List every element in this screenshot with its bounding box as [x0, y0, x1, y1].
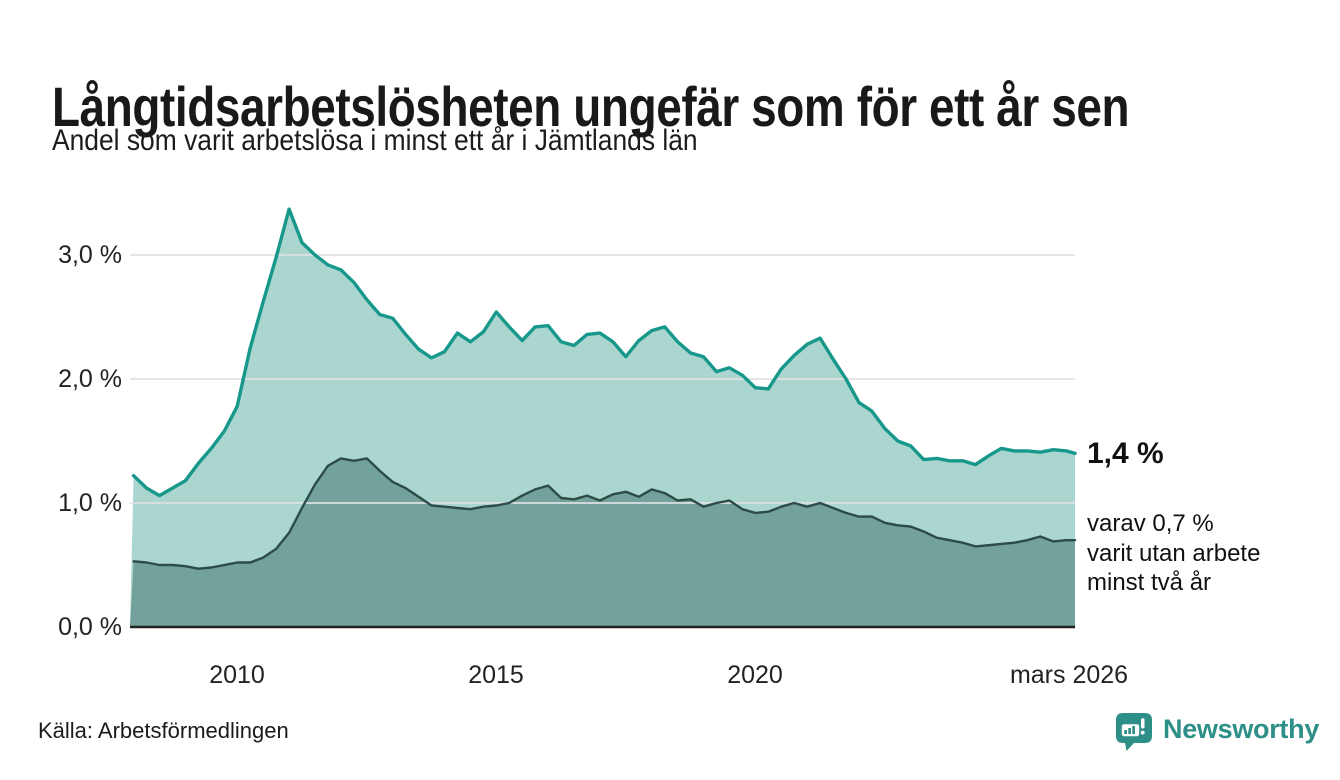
- x-tick-label: 2020: [727, 661, 783, 689]
- detail-line: minst två år: [1087, 569, 1212, 596]
- line-two-year: [132, 457, 1077, 570]
- x-tick-label: 2010: [209, 661, 265, 689]
- y-tick-label: 3,0 %: [58, 241, 122, 269]
- x-tick-label: 2015: [468, 661, 524, 689]
- area-two-year: [130, 458, 1075, 627]
- source-credit: Källa: Arbetsförmedlingen: [38, 718, 289, 743]
- detail-line: varit utan arbete: [1087, 539, 1261, 567]
- y-tick-label: 2,0 %: [58, 365, 122, 393]
- detail-line: varav 0,7 %: [1087, 510, 1214, 537]
- page-title: Långtidsarbetslösheten ungefär som för e…: [52, 74, 1130, 138]
- latest-value-label: 1,4 %: [1087, 437, 1164, 470]
- newsworthy-logo: Newsworthy: [1112, 705, 1319, 753]
- page-subtitle: Andel som varit arbetslösa i minst ett å…: [52, 124, 698, 157]
- x-tick-label: mars 2026: [1009, 661, 1129, 689]
- line-total: [131, 207, 1077, 498]
- newsworthy-logo-text: Newsworthy: [1163, 713, 1320, 744]
- y-tick-label: 0,0 %: [58, 613, 122, 641]
- two-year-detail-label: varav 0,7 % varit utan arbete minst två …: [1087, 509, 1260, 598]
- newsworthy-logo-icon: [1112, 705, 1156, 753]
- y-tick-label: 1,0 %: [58, 489, 122, 517]
